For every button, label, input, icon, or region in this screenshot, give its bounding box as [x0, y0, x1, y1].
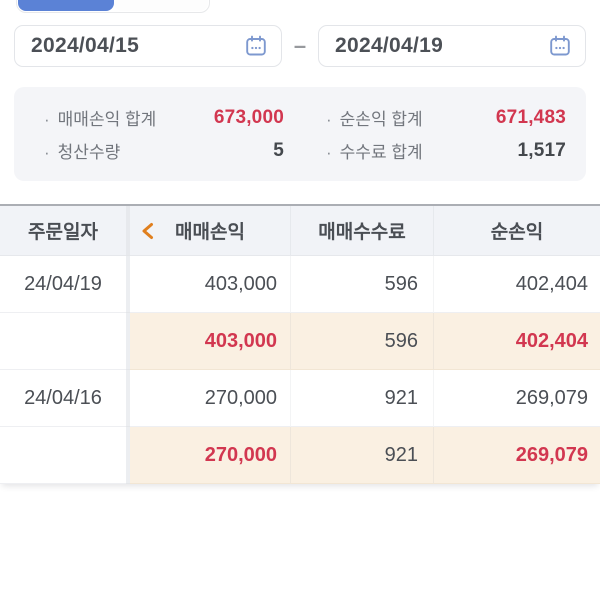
calendar-icon[interactable]: [244, 34, 268, 58]
fee-cell: 596: [290, 256, 433, 313]
fee-cell: 596: [290, 313, 433, 370]
summary-item-net-pnl-total: · 순손익 합계 671,483: [326, 105, 566, 130]
table-header-row: 주문일자 매매손익 매매수수료 순손익: [0, 206, 600, 256]
net-cell: 269,079: [433, 427, 600, 484]
summary-value: 673,000: [213, 106, 284, 128]
summary-label: 순손익 합계: [339, 110, 423, 129]
date-range-row: 2024/04/15 – 2024/04/19: [14, 25, 586, 67]
bullet: ·: [326, 110, 332, 129]
pnl-cell: 403,000: [130, 256, 290, 313]
summary-value: 671,483: [495, 106, 566, 128]
table-row[interactable]: 24/04/16 270,000 921 269,079: [0, 370, 600, 427]
column-header-pnl[interactable]: 매매손익: [130, 206, 290, 256]
column-header-pnl-label: 매매손익: [175, 222, 245, 243]
summary-item-liquidated-quantity: · 청산수량 5: [44, 138, 284, 163]
order-date-cell: [0, 427, 126, 484]
column-header-net[interactable]: 순손익: [433, 206, 600, 256]
segmented-control: [16, 0, 210, 13]
end-date-value: 2024/04/19: [335, 34, 444, 57]
start-date-value: 2024/04/15: [31, 34, 140, 57]
column-divider: [126, 370, 130, 427]
column-header-order-date[interactable]: 주문일자: [0, 206, 126, 256]
pnl-summary-panel: · 매매손익 합계 673,000 · 순손익 합계 671,483 · 청산수량 5…: [14, 87, 586, 181]
summary-label: 청산수량: [57, 143, 121, 162]
fee-cell: 921: [290, 370, 433, 427]
summary-value: 1,517: [517, 139, 566, 161]
column-divider: [126, 256, 130, 313]
summary-label: 수수료 합계: [339, 143, 423, 162]
bullet: ·: [44, 110, 50, 129]
pnl-cell: 403,000: [130, 313, 290, 370]
net-cell: 269,079: [433, 370, 600, 427]
calendar-icon[interactable]: [548, 34, 572, 58]
subtotal-row[interactable]: 270,000 921 269,079: [0, 427, 600, 484]
net-cell: 402,404: [433, 313, 600, 370]
subtotal-row[interactable]: 403,000 596 402,404: [0, 313, 600, 370]
table-row[interactable]: 24/04/19 403,000 596 402,404: [0, 256, 600, 313]
bullet: ·: [44, 143, 50, 162]
order-date-cell: 24/04/19: [0, 256, 126, 313]
summary-value: 5: [273, 139, 284, 161]
summary-item-trading-pnl-total: · 매매손익 합계 673,000: [44, 105, 284, 130]
summary-item-commission-total: · 수수료 합계 1,517: [326, 138, 566, 163]
segment-selected[interactable]: [18, 0, 114, 11]
bullet: ·: [326, 143, 332, 162]
pnl-cell: 270,000: [130, 427, 290, 484]
column-divider: [126, 206, 130, 256]
pnl-cell: 270,000: [130, 370, 290, 427]
column-divider: [126, 313, 130, 370]
chevron-left-icon[interactable]: [141, 222, 154, 239]
start-date-input[interactable]: 2024/04/15: [14, 25, 282, 67]
order-date-cell: 24/04/16: [0, 370, 126, 427]
column-header-fee[interactable]: 매매수수료: [290, 206, 433, 256]
order-date-cell: [0, 313, 126, 370]
fee-cell: 921: [290, 427, 433, 484]
summary-label: 매매손익 합계: [57, 110, 157, 129]
segment-unselected[interactable]: [114, 0, 208, 11]
column-divider: [126, 427, 130, 484]
net-cell: 402,404: [433, 256, 600, 313]
date-range-separator: –: [293, 33, 307, 58]
pnl-table: 주문일자 매매손익 매매수수료 순손익 24/04/19 403,000 596…: [0, 204, 600, 484]
end-date-input[interactable]: 2024/04/19: [318, 25, 586, 67]
